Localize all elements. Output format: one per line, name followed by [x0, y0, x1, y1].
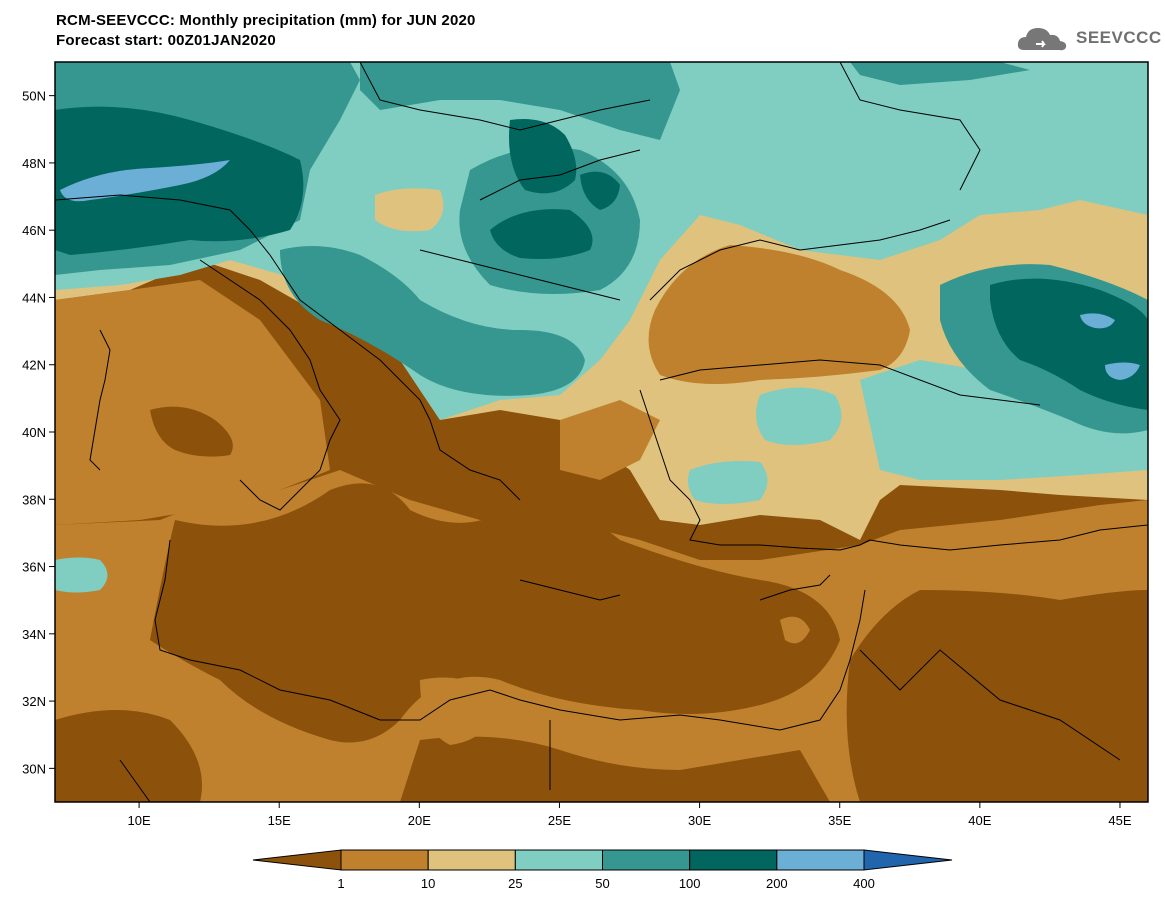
colorbar-label: 1 [337, 876, 344, 891]
colorbar-legend: 1 10 25 50 100 200 400 [252, 849, 953, 891]
lat-tick-label: 34N [22, 627, 46, 642]
cloud-icon [1017, 28, 1067, 51]
lon-tick-label: 20E [408, 813, 431, 828]
lat-tick-label: 30N [22, 761, 46, 776]
colorbar-label: 400 [853, 876, 875, 891]
lat-tick-label: 46N [22, 223, 46, 238]
colorbar-bin [514, 849, 603, 871]
map-title: RCM-SEEVCCC: Monthly precipitation (mm) … [56, 12, 476, 29]
lon-tick-label: 45E [1108, 813, 1131, 828]
colorbar-bin [340, 849, 429, 871]
precipitation-field [55, 62, 1148, 802]
lat-tick-label: 36N [22, 560, 46, 575]
lon-tick-label: 25E [548, 813, 571, 828]
lon-tick-label: 15E [268, 813, 291, 828]
logo-text: SEEVCCC [1076, 28, 1162, 47]
colorbar-label: 25 [508, 876, 522, 891]
lat-tick-label: 50N [22, 89, 46, 104]
colorbar-bin [427, 849, 516, 871]
seevccc-logo: SEEVCCC [1016, 22, 1161, 56]
lat-tick-label: 44N [22, 290, 46, 305]
lat-tick-label: 32N [22, 694, 46, 709]
coastlines [55, 62, 1148, 802]
colorbar-label: 10 [421, 876, 435, 891]
latitude-axis: 50N 48N 46N 44N 42N 40N 38N 36N 34N 32N 30N [22, 89, 55, 776]
longitude-axis: 10E 15E 20E 25E 30E 35E 40E 45E [128, 802, 1132, 828]
lon-tick-label: 35E [828, 813, 851, 828]
lat-tick-label: 38N [22, 492, 46, 507]
lat-tick-label: 40N [22, 425, 46, 440]
colorbar-max-arrow [863, 849, 953, 871]
lat-tick-label: 48N [22, 156, 46, 171]
colorbar-label: 100 [679, 876, 701, 891]
colorbar-min-arrow [252, 849, 342, 871]
colorbar-bin [602, 849, 691, 871]
lon-tick-label: 10E [128, 813, 151, 828]
forecast-start: Forecast start: 00Z01JAN2020 [56, 32, 276, 49]
lon-tick-label: 40E [968, 813, 991, 828]
lon-tick-label: 30E [688, 813, 711, 828]
colorbar-label: 200 [766, 876, 788, 891]
lat-tick-label: 42N [22, 358, 46, 373]
colorbar-bin [776, 849, 865, 871]
colorbar-bin [689, 849, 778, 871]
colorbar-label: 50 [595, 876, 609, 891]
